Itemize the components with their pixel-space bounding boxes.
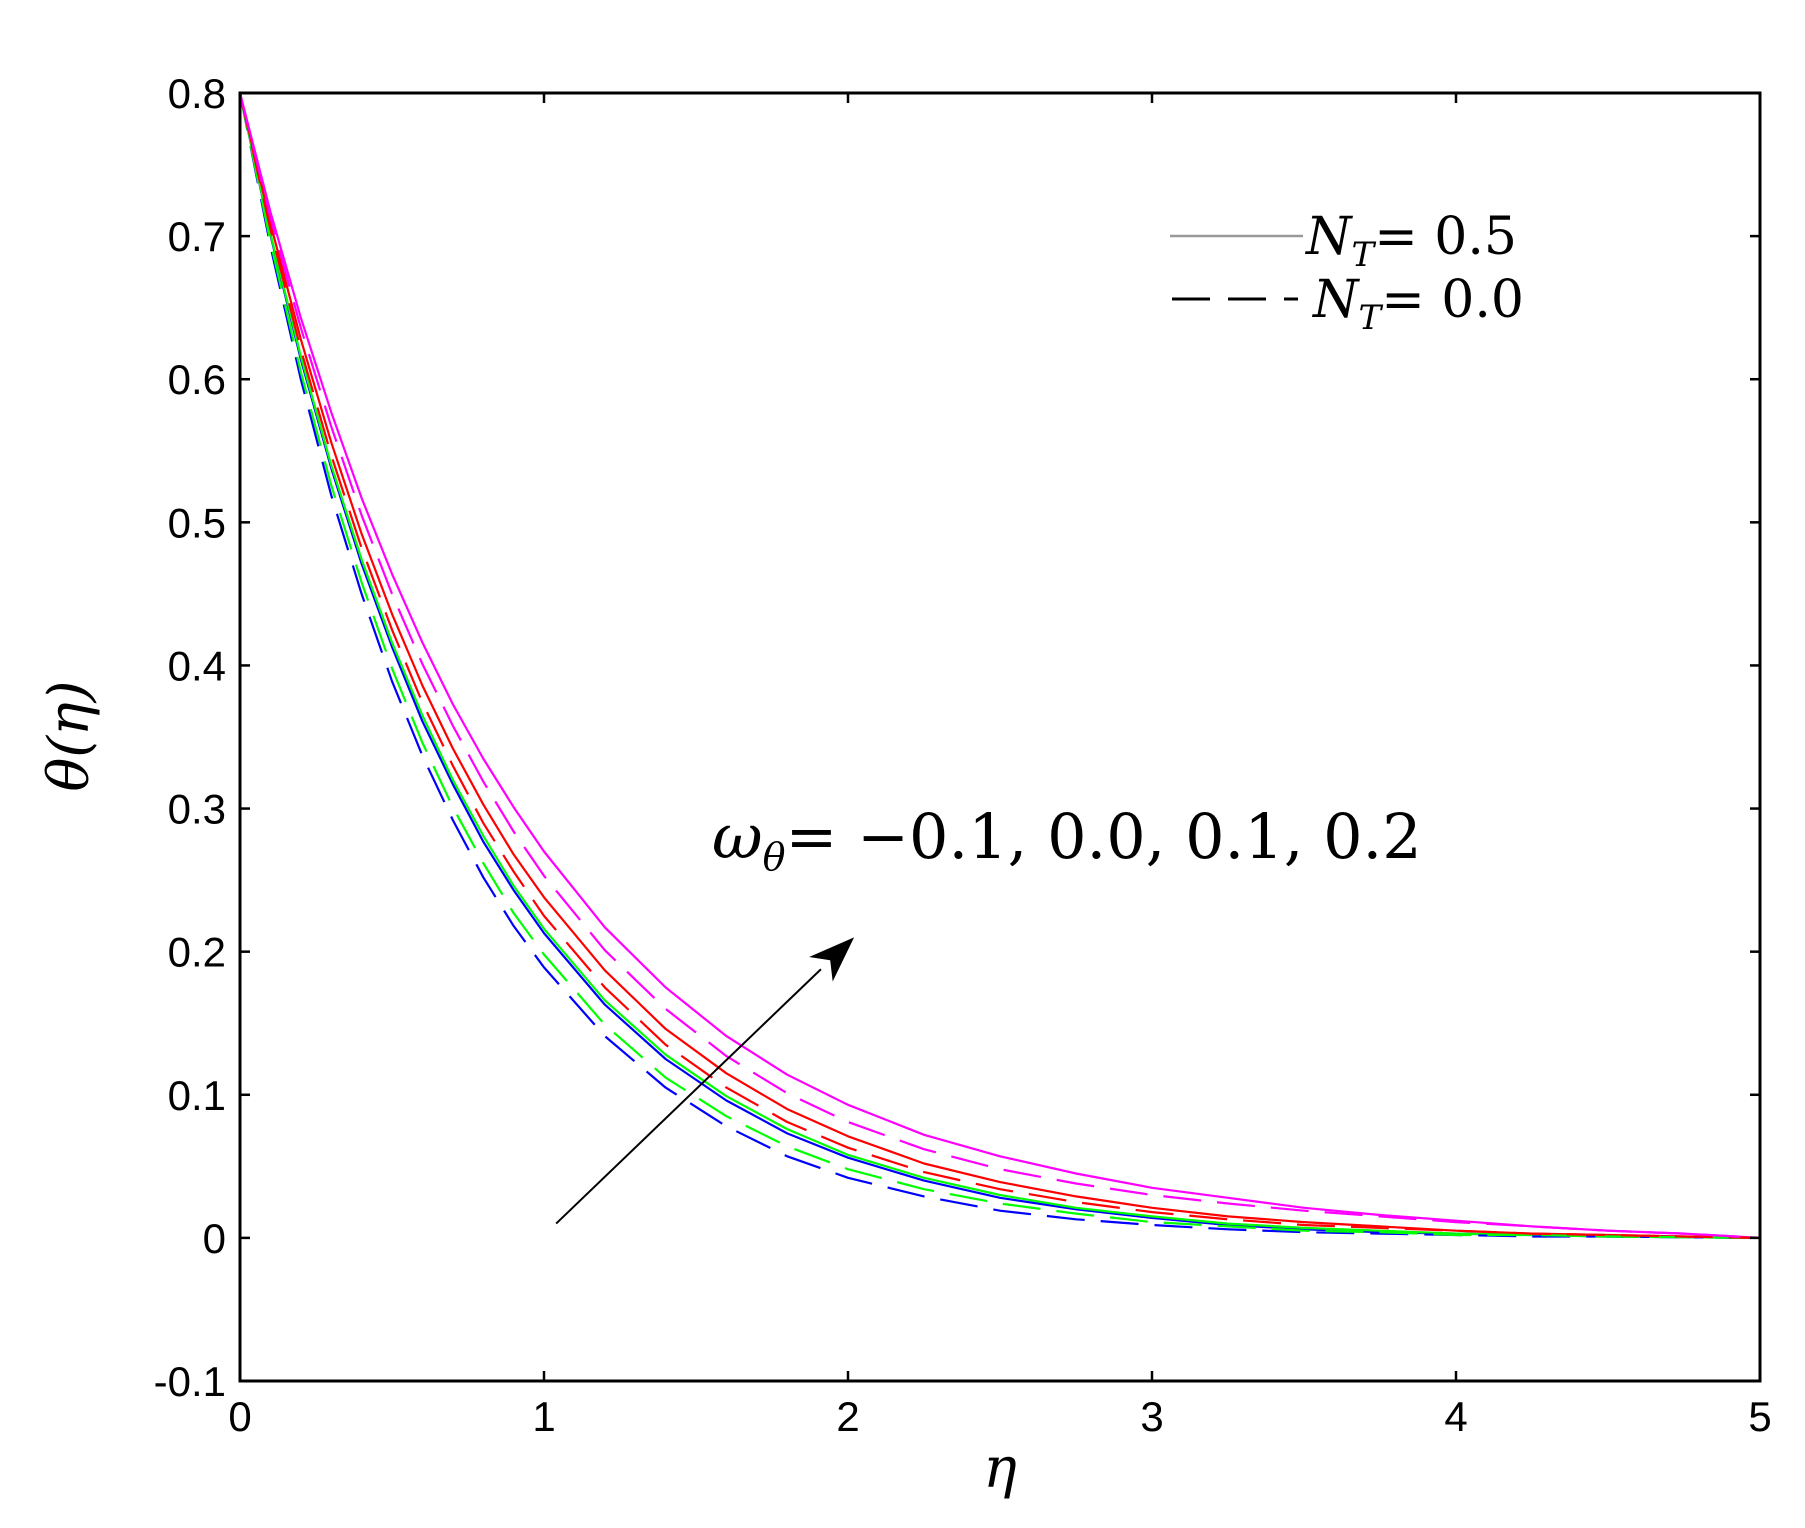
annotation-subscript: θ: [763, 835, 786, 879]
y-tick-label: 0.5: [168, 499, 226, 546]
y-tick-label: 0.7: [168, 213, 226, 260]
ticks: 0 1 2 3 4 5-0.100.10.20.30.40.50.60.70.8: [154, 70, 1772, 1440]
curves: [238, 92, 1761, 1239]
series-dashed-6: [238, 92, 1761, 1239]
y-tick-label: 0.1: [168, 1072, 226, 1119]
annotation-symbol: ω: [712, 800, 763, 873]
annotation-values: = −0.1, 0.0, 0.1, 0.2: [785, 800, 1421, 873]
series-solid-1: [238, 92, 1761, 1239]
x-tick-label: 2: [836, 1393, 859, 1440]
y-tick-label: 0.4: [168, 642, 226, 689]
legend-label-dashed: NT= 0.0: [1311, 270, 1524, 338]
legend-value-solid: = 0.5: [1374, 207, 1517, 267]
x-tick-label: 5: [1748, 1393, 1771, 1440]
x-tick-label: 3: [1140, 1393, 1163, 1440]
legend-symbol-solid: N: [1304, 207, 1353, 267]
x-tick-label: 1: [532, 1393, 555, 1440]
annotation-label: ωθ= −0.1, 0.0, 0.1, 0.2: [712, 800, 1422, 879]
series-dashed-7: [238, 92, 1761, 1239]
series-dashed-4: [238, 92, 1761, 1239]
series-dashed-5: [238, 92, 1761, 1239]
arrow-shaft: [555, 968, 822, 1225]
arrow-head: [809, 937, 855, 982]
y-tick-label: 0.8: [168, 70, 226, 117]
y-axis-label: θ(η): [37, 681, 102, 792]
legend-label-solid: NT= 0.5: [1304, 207, 1517, 275]
legend: NT= 0.5 NT= 0.0: [1170, 207, 1524, 338]
annotation-arrow: [555, 937, 855, 1225]
y-tick-label: 0.2: [168, 929, 226, 976]
series-solid-2: [238, 92, 1761, 1239]
y-tick-label: 0.6: [168, 356, 226, 403]
x-axis-label: η: [983, 1436, 1017, 1501]
legend-symbol-dashed: N: [1311, 270, 1360, 330]
legend-subscript-solid: T: [1352, 235, 1377, 275]
plot-frame: [238, 91, 1762, 1383]
y-tick-label: 0: [203, 1215, 226, 1262]
legend-value-dashed: = 0.0: [1381, 270, 1524, 330]
series-solid-3: [238, 92, 1761, 1239]
series-solid-0: [238, 92, 1761, 1239]
x-tick-label: 0: [228, 1393, 251, 1440]
y-tick-label: 0.3: [168, 786, 226, 833]
x-tick-label: 4: [1444, 1393, 1467, 1440]
legend-subscript-dashed: T: [1359, 298, 1384, 338]
y-tick-label: -0.1: [154, 1358, 226, 1405]
